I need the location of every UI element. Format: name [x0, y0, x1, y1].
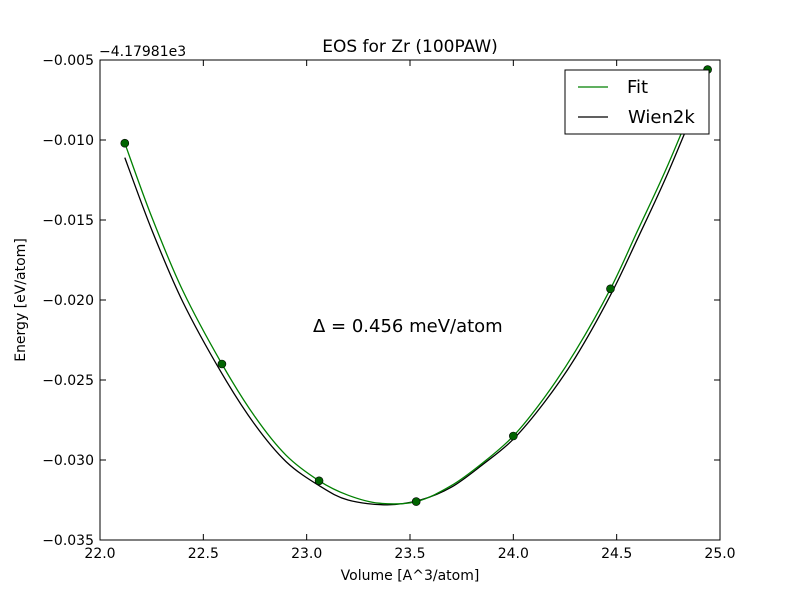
y-tick-label: −0.005: [42, 53, 94, 69]
legend-wien2k-label: Wien2k: [628, 107, 695, 128]
x-tick-label: 22.5: [188, 546, 219, 562]
x-tick-label: 25.0: [704, 546, 735, 562]
data-point: [606, 284, 615, 294]
data-point: [509, 431, 518, 441]
y-tick-label: −0.030: [42, 453, 94, 469]
data-point: [217, 359, 227, 369]
y-tick-label: −0.015: [42, 213, 94, 229]
x-tick-label: 22.0: [84, 546, 115, 562]
x-tick-label: 23.5: [394, 546, 425, 562]
delta-annotation: Δ = 0.456 meV/atom: [313, 316, 503, 337]
y-axis: −0.035 −0.030 −0.025 −0.020 −0.015 −0.010 −0.0…: [42, 53, 720, 549]
data-point: [120, 138, 130, 148]
x-axis-label: Volume [A^3/atom]: [341, 568, 480, 584]
x-tick-label: 24.5: [601, 546, 632, 562]
y-tick-label: −0.010: [42, 133, 94, 149]
legend-fit-label: Fit: [627, 77, 648, 98]
y-tick-label: −0.020: [42, 293, 94, 309]
data-point: [411, 497, 421, 506]
data-point: [314, 476, 324, 486]
legend-box: [564, 69, 710, 135]
y-offset-label: −4.17981e3: [99, 44, 186, 60]
x-tick-label: 23.0: [291, 546, 322, 562]
y-tick-label: −0.025: [42, 373, 94, 389]
legend: Fit Wien2k: [564, 69, 710, 135]
chart-title: EOS for Zr (100PAW): [322, 37, 498, 57]
y-tick-label: −0.035: [42, 533, 94, 549]
x-tick-label: 24.0: [498, 546, 529, 562]
y-axis-label: Energy [eV/atom]: [13, 238, 29, 362]
x-axis: 22.0 22.5 23.0 23.5 24.0 24.5 25.0: [84, 60, 736, 562]
